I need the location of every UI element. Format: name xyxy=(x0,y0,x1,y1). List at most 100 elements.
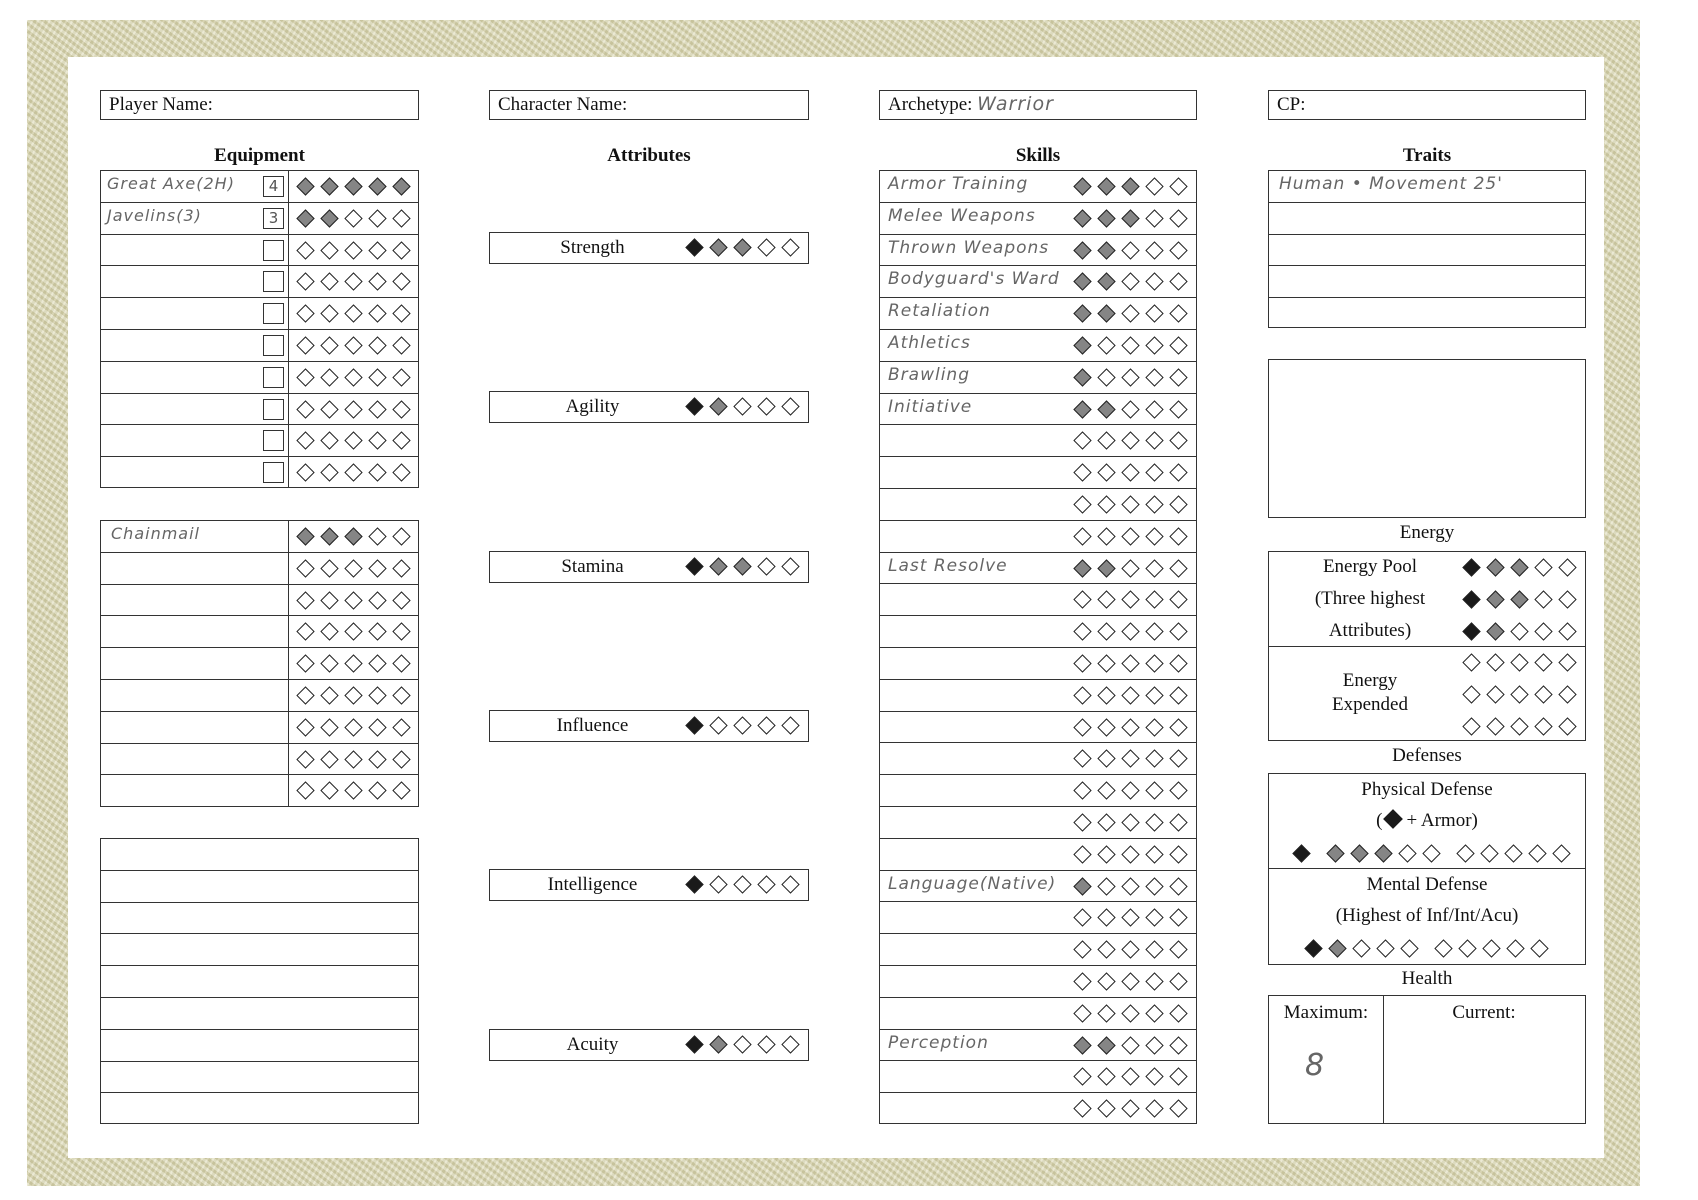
diamond-empty-icon[interactable] xyxy=(1352,938,1371,958)
diamond-empty-icon[interactable] xyxy=(296,749,315,769)
diamond-empty-icon[interactable] xyxy=(1121,495,1140,514)
diamond-gray-icon[interactable] xyxy=(1073,240,1092,260)
diamond-empty-icon[interactable] xyxy=(1482,938,1501,958)
diamond-empty-icon[interactable] xyxy=(368,781,387,801)
diamond-empty-icon[interactable] xyxy=(1169,876,1188,896)
diamond-empty-icon[interactable] xyxy=(1169,304,1188,323)
diamond-empty-icon[interactable] xyxy=(344,559,363,578)
diamond-empty-icon[interactable] xyxy=(296,304,315,323)
diamond-empty-icon[interactable] xyxy=(1145,749,1164,769)
diamond-empty-icon[interactable] xyxy=(1169,431,1188,451)
diamond-gray-icon[interactable] xyxy=(1486,589,1505,609)
diamond-empty-icon[interactable] xyxy=(1376,938,1395,958)
skill-name[interactable]: Melee Weapons xyxy=(888,205,1036,226)
diamond-empty-icon[interactable] xyxy=(781,875,800,894)
diamond-empty-icon[interactable] xyxy=(1121,972,1140,991)
diamond-empty-icon[interactable] xyxy=(1462,716,1481,736)
weapon-quantity-checkbox[interactable] xyxy=(263,398,284,420)
weapon-quantity-checkbox[interactable]: 3 xyxy=(263,207,284,229)
diamond-empty-icon[interactable] xyxy=(1558,684,1577,704)
diamond-empty-icon[interactable] xyxy=(1097,717,1116,737)
diamond-empty-icon[interactable] xyxy=(1145,1004,1164,1023)
diamond-empty-icon[interactable] xyxy=(1558,589,1577,609)
diamond-empty-icon[interactable] xyxy=(781,397,800,416)
diamond-empty-icon[interactable] xyxy=(1558,557,1577,577)
diamond-gray-icon[interactable] xyxy=(709,556,728,576)
diamond-empty-icon[interactable] xyxy=(1121,336,1140,355)
diamond-empty-icon[interactable] xyxy=(296,686,315,705)
diamond-empty-icon[interactable] xyxy=(1121,399,1140,419)
diamond-empty-icon[interactable] xyxy=(1145,686,1164,705)
diamond-empty-icon[interactable] xyxy=(1097,908,1116,928)
diamond-empty-icon[interactable] xyxy=(320,240,339,260)
diamond-empty-icon[interactable] xyxy=(392,654,411,673)
diamond-empty-icon[interactable] xyxy=(344,240,363,260)
diamond-gray-icon[interactable] xyxy=(1510,589,1529,609)
diamond-empty-icon[interactable] xyxy=(392,463,411,482)
diamond-empty-icon[interactable] xyxy=(392,399,411,419)
diamond-empty-icon[interactable] xyxy=(344,622,363,642)
diamond-empty-icon[interactable] xyxy=(392,622,411,642)
diamond-empty-icon[interactable] xyxy=(344,718,363,737)
diamond-empty-icon[interactable] xyxy=(392,368,411,387)
diamond-empty-icon[interactable] xyxy=(320,559,339,578)
diamond-empty-icon[interactable] xyxy=(733,875,752,894)
equipment-note-row[interactable] xyxy=(101,966,418,998)
diamond-empty-icon[interactable] xyxy=(1486,684,1505,704)
diamond-empty-icon[interactable] xyxy=(1121,558,1140,578)
skill-name[interactable]: Last Resolve xyxy=(888,555,1008,576)
equipment-note-row[interactable] xyxy=(101,998,418,1030)
diamond-gray-icon[interactable] xyxy=(368,177,387,196)
diamond-empty-icon[interactable] xyxy=(344,590,363,610)
diamond-empty-icon[interactable] xyxy=(1510,621,1529,641)
diamond-empty-icon[interactable] xyxy=(1121,368,1140,387)
character-name-field[interactable]: Character Name: xyxy=(489,90,809,120)
diamond-gray-icon[interactable] xyxy=(733,556,752,576)
diamond-empty-icon[interactable] xyxy=(1480,843,1499,863)
diamond-empty-icon[interactable] xyxy=(1097,1067,1116,1087)
diamond-empty-icon[interactable] xyxy=(757,556,776,576)
diamond-empty-icon[interactable] xyxy=(1558,652,1577,672)
diamond-empty-icon[interactable] xyxy=(320,336,339,355)
diamond-empty-icon[interactable] xyxy=(1121,590,1140,610)
diamond-empty-icon[interactable] xyxy=(1073,527,1092,546)
diamond-gray-icon[interactable] xyxy=(296,209,315,228)
equipment-note-row[interactable] xyxy=(101,1093,418,1125)
diamond-gray-icon[interactable] xyxy=(1073,177,1092,196)
trait-text[interactable]: Human • Movement 25' xyxy=(1279,174,1503,194)
diamond-empty-icon[interactable] xyxy=(1073,1067,1092,1087)
diamond-empty-icon[interactable] xyxy=(1097,1004,1116,1023)
diamond-empty-icon[interactable] xyxy=(1145,813,1164,832)
diamond-empty-icon[interactable] xyxy=(1121,1067,1140,1087)
diamond-gray-icon[interactable] xyxy=(1073,304,1092,323)
diamond-empty-icon[interactable] xyxy=(1073,431,1092,451)
diamond-empty-icon[interactable] xyxy=(1097,876,1116,896)
diamond-empty-icon[interactable] xyxy=(368,368,387,387)
diamond-empty-icon[interactable] xyxy=(392,240,411,260)
diamond-empty-icon[interactable] xyxy=(1073,781,1092,800)
diamond-empty-icon[interactable] xyxy=(1121,240,1140,260)
diamond-empty-icon[interactable] xyxy=(1169,399,1188,419)
diamond-empty-icon[interactable] xyxy=(1169,495,1188,514)
diamond-empty-icon[interactable] xyxy=(1145,908,1164,928)
diamond-empty-icon[interactable] xyxy=(1145,717,1164,737)
diamond-empty-icon[interactable] xyxy=(320,622,339,642)
diamond-empty-icon[interactable] xyxy=(1169,654,1188,673)
diamond-empty-icon[interactable] xyxy=(320,399,339,419)
diamond-empty-icon[interactable] xyxy=(1121,654,1140,673)
diamond-gray-icon[interactable] xyxy=(1326,843,1345,863)
weapon-quantity-checkbox[interactable] xyxy=(263,335,284,356)
diamond-empty-icon[interactable] xyxy=(1121,272,1140,292)
diamond-empty-icon[interactable] xyxy=(320,463,339,482)
skill-name[interactable]: Bodyguard's Ward xyxy=(888,269,1060,290)
diamond-empty-icon[interactable] xyxy=(1422,843,1441,863)
diamond-empty-icon[interactable] xyxy=(1145,272,1164,292)
diamond-empty-icon[interactable] xyxy=(1169,1004,1188,1023)
diamond-empty-icon[interactable] xyxy=(1145,590,1164,610)
diamond-empty-icon[interactable] xyxy=(1169,463,1188,482)
diamond-empty-icon[interactable] xyxy=(368,431,387,451)
diamond-empty-icon[interactable] xyxy=(1504,843,1523,863)
diamond-empty-icon[interactable] xyxy=(1097,972,1116,991)
diamond-empty-icon[interactable] xyxy=(1145,940,1164,959)
diamond-empty-icon[interactable] xyxy=(1534,621,1553,641)
